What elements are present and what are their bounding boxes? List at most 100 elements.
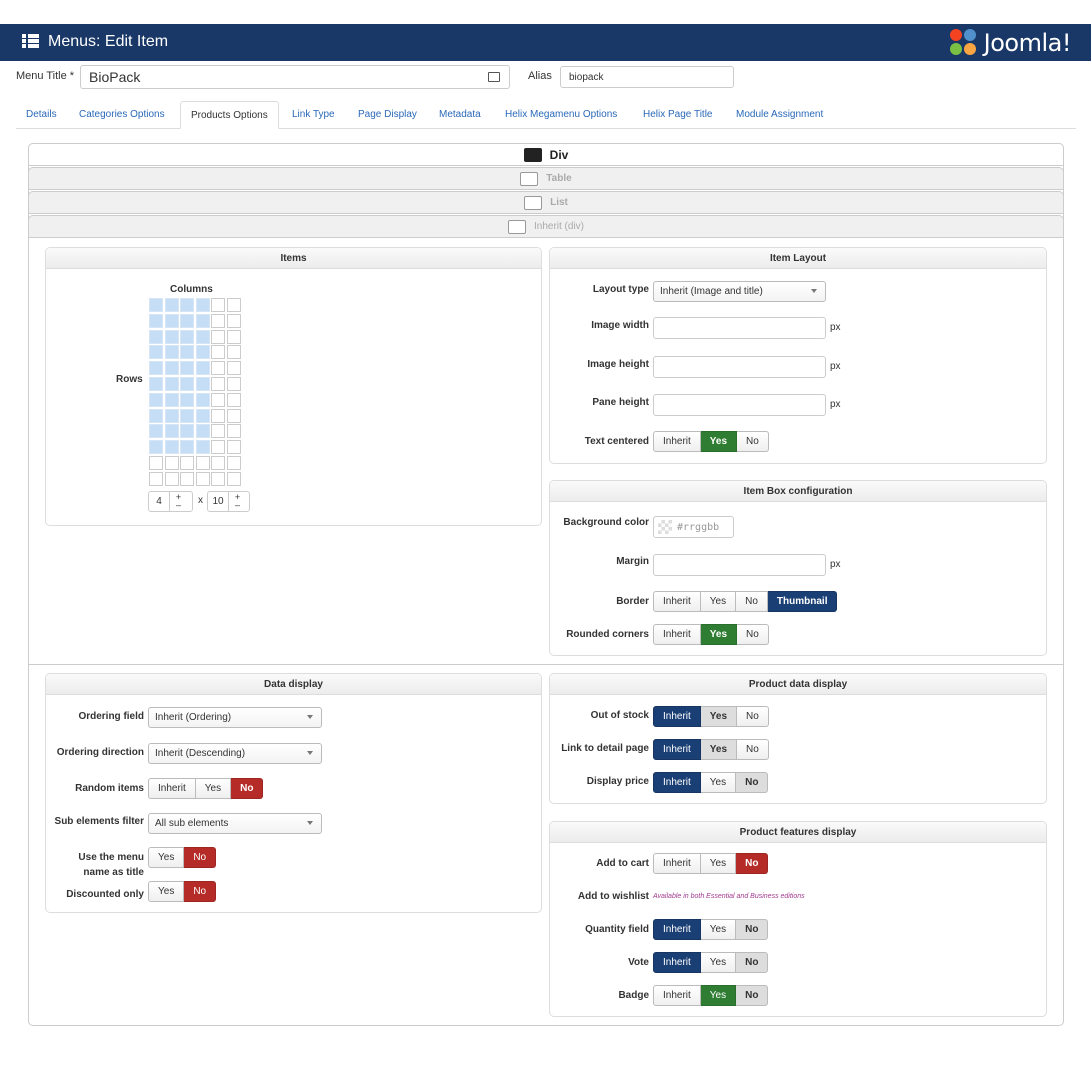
menu-title-input[interactable]: BioPack	[80, 65, 510, 89]
vote-yes[interactable]: Yes	[700, 952, 737, 973]
grid-cell[interactable]	[180, 313, 194, 328]
grid-cell[interactable]	[164, 424, 179, 439]
grid-cell[interactable]	[226, 329, 241, 344]
grid-cell[interactable]	[195, 424, 210, 439]
tab-categories-options[interactable]: Categories Options	[79, 109, 165, 120]
rounded-no[interactable]: No	[737, 624, 769, 645]
menu-name-yes[interactable]: Yes	[148, 847, 185, 868]
grid-cell[interactable]	[195, 392, 210, 407]
border-no[interactable]: No	[736, 591, 768, 612]
discounted-toggle[interactable]: Yes No	[148, 881, 217, 902]
grid-cell[interactable]	[211, 424, 225, 439]
grid-cell[interactable]	[149, 471, 163, 486]
sub-filter-select[interactable]: All sub elements	[148, 813, 322, 834]
grid-cell[interactable]	[149, 456, 163, 470]
grid-cell[interactable]	[149, 329, 163, 344]
grid-cell[interactable]	[164, 456, 179, 470]
rounded-yes[interactable]: Yes	[700, 624, 738, 645]
grid-cell[interactable]	[164, 440, 179, 455]
border-thumbnail[interactable]: Thumbnail	[767, 591, 838, 612]
alias-input[interactable]: biopack	[560, 66, 734, 88]
grid-cell[interactable]	[211, 392, 225, 407]
add-to-cart-toggle[interactable]: Inherit Yes No	[653, 853, 769, 874]
grid-cell[interactable]	[180, 377, 194, 391]
out-of-stock-no[interactable]: No	[737, 706, 769, 727]
out-of-stock-yes[interactable]: Yes	[700, 706, 738, 727]
grid-cell[interactable]	[149, 313, 163, 328]
tab-details[interactable]: Details	[26, 109, 57, 120]
grid-cell[interactable]	[149, 440, 163, 455]
grid-cell[interactable]	[226, 313, 241, 328]
grid-cell[interactable]	[180, 345, 194, 360]
vote-inherit[interactable]: Inherit	[653, 952, 701, 973]
grid-cell[interactable]	[226, 392, 241, 407]
rows-plus-minus[interactable]: + –	[228, 492, 246, 511]
grid-cell[interactable]	[211, 456, 225, 470]
random-yes[interactable]: Yes	[195, 778, 232, 799]
tab-helix-megamenu-options[interactable]: Helix Megamenu Options	[505, 109, 618, 120]
grid-cell[interactable]	[180, 392, 194, 407]
tab-page-display[interactable]: Page Display	[358, 109, 417, 120]
quantity-no[interactable]: No	[736, 919, 769, 940]
text-centered-inherit[interactable]: Inherit	[653, 431, 701, 452]
text-centered-yes[interactable]: Yes	[700, 431, 738, 452]
tab-metadata[interactable]: Metadata	[439, 109, 481, 120]
grid-cell[interactable]	[211, 471, 225, 486]
margin-input[interactable]	[653, 554, 826, 576]
border-inherit[interactable]: Inherit	[653, 591, 701, 612]
grid-cell[interactable]	[164, 361, 179, 376]
badge-no[interactable]: No	[736, 985, 769, 1006]
discounted-no[interactable]: No	[184, 881, 217, 902]
grid-cell[interactable]	[226, 471, 241, 486]
display-price-toggle[interactable]: Inherit Yes No	[653, 772, 769, 793]
grid-cell[interactable]	[164, 329, 179, 344]
grid-cell[interactable]	[226, 361, 241, 376]
grid-cell[interactable]	[149, 298, 163, 312]
grid-cell[interactable]	[164, 313, 179, 328]
view-list[interactable]: List	[28, 191, 1064, 214]
grid-cell[interactable]	[195, 313, 210, 328]
grid-cell[interactable]	[195, 298, 210, 312]
grid-cell[interactable]	[195, 377, 210, 391]
badge-inherit[interactable]: Inherit	[653, 985, 701, 1006]
ordering-direction-select[interactable]: Inherit (Descending)	[148, 743, 322, 764]
grid-cell[interactable]	[226, 424, 241, 439]
view-div[interactable]: Div	[28, 143, 1064, 166]
color-swatch-icon[interactable]	[658, 520, 672, 534]
grid-cell[interactable]	[180, 456, 194, 470]
border-yes[interactable]: Yes	[700, 591, 737, 612]
menu-name-no[interactable]: No	[184, 847, 217, 868]
quantity-inherit[interactable]: Inherit	[653, 919, 701, 940]
grid-cell[interactable]	[180, 424, 194, 439]
grid-cell[interactable]	[149, 424, 163, 439]
grid-cell[interactable]	[211, 313, 225, 328]
vote-toggle[interactable]: Inherit Yes No	[653, 952, 769, 973]
quantity-toggle[interactable]: Inherit Yes No	[653, 919, 769, 940]
grid-cell[interactable]	[164, 392, 179, 407]
columns-minus[interactable]: –	[175, 500, 181, 510]
view-inherit[interactable]: Inherit (div)	[28, 215, 1064, 238]
grid-cell[interactable]	[149, 392, 163, 407]
grid-cell[interactable]	[164, 377, 179, 391]
menu-name-toggle[interactable]: Yes No	[148, 847, 217, 868]
grid-cell[interactable]	[180, 298, 194, 312]
image-width-input[interactable]	[653, 317, 826, 339]
grid-cell[interactable]	[211, 345, 225, 360]
grid-cell[interactable]	[149, 377, 163, 391]
display-price-yes[interactable]: Yes	[700, 772, 737, 793]
random-no[interactable]: No	[231, 778, 264, 799]
grid-cell[interactable]	[149, 361, 163, 376]
add-to-cart-no[interactable]: No	[736, 853, 769, 874]
ordering-field-select[interactable]: Inherit (Ordering)	[148, 707, 322, 728]
grid-cell[interactable]	[180, 408, 194, 423]
field-icon[interactable]	[488, 72, 500, 82]
text-centered-toggle[interactable]: Inherit Yes No	[653, 431, 769, 452]
grid-cell[interactable]	[226, 408, 241, 423]
grid-cell[interactable]	[211, 440, 225, 455]
out-of-stock-inherit[interactable]: Inherit	[653, 706, 701, 727]
columns-plus[interactable]: +	[175, 492, 182, 502]
grid-cell[interactable]	[195, 471, 210, 486]
link-detail-toggle[interactable]: Inherit Yes No	[653, 739, 769, 760]
pane-height-input[interactable]	[653, 394, 826, 416]
grid-cell[interactable]	[226, 377, 241, 391]
